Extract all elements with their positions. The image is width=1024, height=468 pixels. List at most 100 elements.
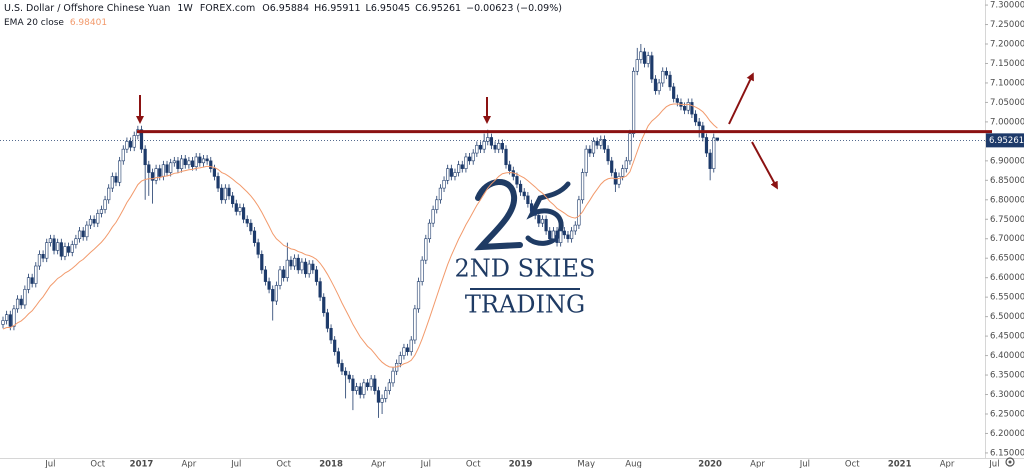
low-value: 6.95045 [371,3,410,14]
x-tick-label: Oct [466,460,481,468]
candle-body [274,285,278,302]
candle-body [85,224,89,238]
candle-body [431,209,435,224]
candle-body [336,351,340,364]
open-value: 6.95884 [270,3,309,14]
candle-body [19,298,23,306]
candle-body [30,277,34,284]
x-tick-label: 2017 [130,460,154,468]
interval: 1W [177,3,193,14]
candle-body [121,148,125,162]
candle-body [570,230,574,240]
candle-body [180,158,184,169]
plot [0,44,992,418]
settings-icon[interactable] [1005,457,1015,467]
candle-body [15,298,20,310]
gear[interactable] [1005,457,1015,467]
candle-body [59,242,63,257]
y-tick-label: 6.35000 [990,371,1024,381]
candle-body [103,199,107,210]
candle-body [201,158,206,164]
candle-body [398,355,402,364]
candle-body [311,263,315,271]
candle-body [453,172,457,177]
candle-body [267,281,271,290]
candle-body [610,160,614,173]
last-price-label: 6.95261 [989,136,1024,146]
candle-body [548,230,552,240]
x-tick-label: Apr [371,460,386,468]
candle-body [486,137,490,142]
close-value: 6.95261 [422,3,461,14]
y-tick-label: 6.50000 [990,312,1024,322]
candle-body [446,168,450,181]
candle-body [566,234,570,240]
candle-body [325,312,330,329]
candle-body [212,168,217,177]
indicator-name: EMA 20 close [4,18,64,28]
candle-body [344,370,348,376]
gear-center[interactable] [1008,460,1012,464]
candle-body [285,259,289,278]
candle-body [416,281,421,310]
candle-body [198,156,202,164]
chart-header: U.S. Dollar / Offshore Chinese Yuan 1W F… [4,3,562,14]
candle-body [537,215,541,224]
candle-body [595,141,599,146]
candle-body [110,176,114,189]
candle-body [5,314,9,321]
candle-body [384,390,388,399]
candle-body [464,156,468,169]
candle-body [289,259,293,267]
candle-body [467,156,472,162]
y-tick-label: 6.25000 [990,409,1024,419]
candle-body [493,144,497,150]
candle-body [143,148,147,166]
candle-body [639,51,643,60]
y-tick-label: 7.15000 [990,59,1024,69]
candle-body [88,218,93,226]
candle-body [238,207,242,212]
candle-body [508,164,512,171]
x-tick-label: Aug [625,460,642,468]
candle-body [41,254,45,259]
candle-body [631,70,636,134]
candle-body [533,211,537,216]
candle-body [580,172,585,201]
candle-body [438,187,443,201]
candle-body [650,55,654,80]
y-tick-label: 7.00000 [990,117,1024,127]
watermark-line2: TRADING [465,291,585,319]
candle-body [263,269,268,282]
candle-body [686,102,690,111]
logo-two [474,179,523,251]
candle-body [540,218,545,224]
candle-body [420,259,424,282]
candle-body [354,386,359,391]
candle-body [333,339,337,352]
x-tick-label: May [577,460,595,468]
candle-body [92,218,96,224]
x-tick-label: 2020 [698,460,722,468]
candle-body [231,195,235,204]
watermark: 2ND SKIES TRADING [455,179,595,319]
candle-body [234,203,238,212]
candle-body [322,296,326,314]
candle-body [23,289,27,306]
y-tick-label: 6.60000 [990,273,1024,283]
candle-body [391,370,395,384]
x-tick-label: Jul [988,460,999,468]
candle-body [96,213,100,224]
candle-body [646,55,650,64]
candle-body [497,143,501,150]
candle-body [209,160,213,169]
open-label: O [262,3,269,14]
candle-body [617,176,621,185]
candle-body [672,86,676,99]
candle-body [70,244,74,253]
candle-body [402,347,406,356]
x-tick-label: Apr [750,460,765,468]
candle-body [147,164,151,173]
